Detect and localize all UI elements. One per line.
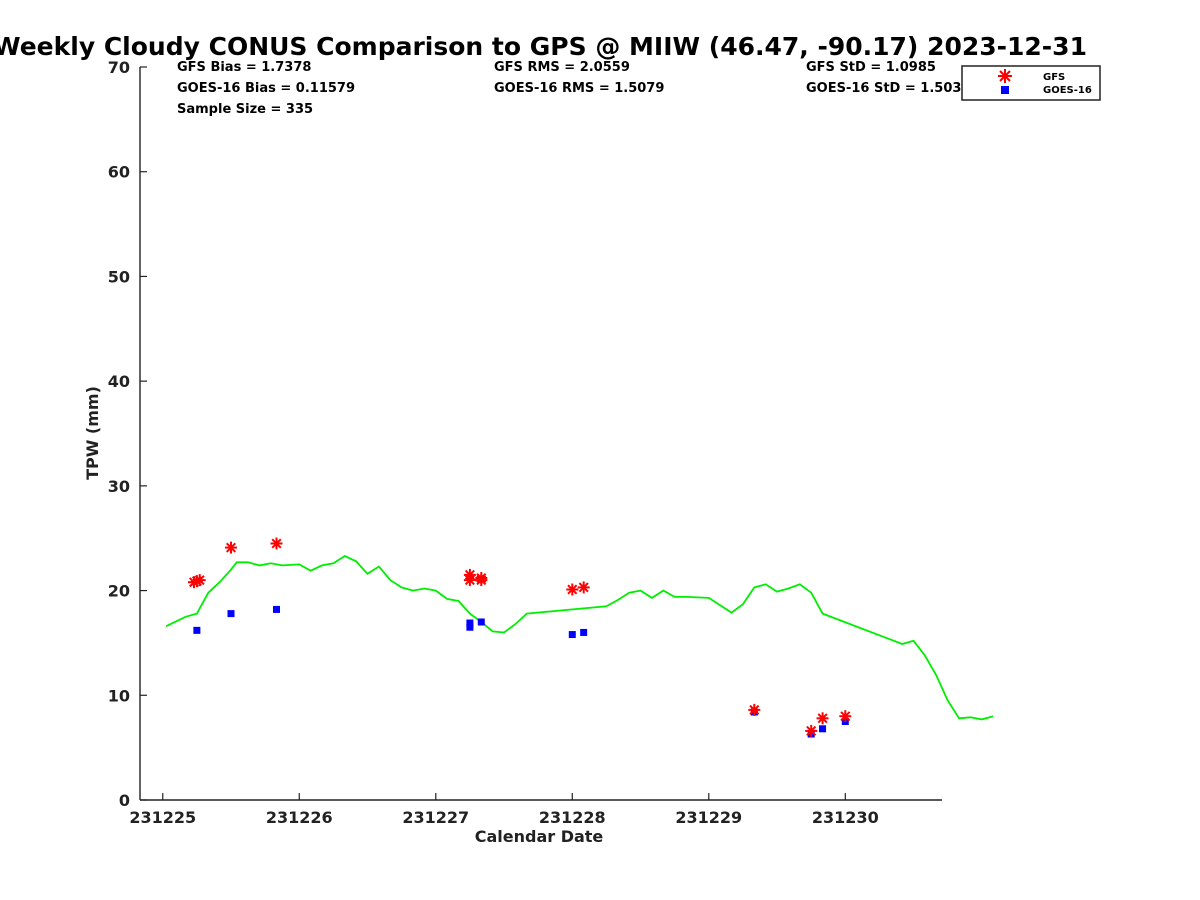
goes-point [819,725,827,733]
x-ticks: 231225 231226 231227 231228 231229 231230 [129,793,879,827]
gfs-std-stat: GFS StD = 1.0985 [806,60,936,75]
x-tick-label: 231228 [539,808,606,827]
legend-gfs-marker [998,69,1012,83]
goes-point [227,610,235,618]
gfs-point [188,576,200,589]
goes-point [477,618,485,626]
y-ticks: 0 10 20 30 40 50 60 70 [108,58,147,810]
goes-point [273,605,281,613]
gfs-point [475,574,488,587]
x-tick-label: 231230 [812,808,879,827]
legend-goes-label: GOES-16 [1043,85,1092,96]
gfs-point [816,712,829,725]
gfs-point [463,574,476,587]
legend: GFS GOES-16 [961,65,1101,101]
x-tick-label: 231229 [675,808,742,827]
legend-box [961,65,1101,101]
y-tick-label: 0 [119,791,130,810]
goes-point [580,628,588,636]
x-tick-label: 231225 [129,808,196,827]
gfs-point [225,541,237,554]
gps-tpw-line [165,554,994,721]
goes-point [568,631,576,639]
stats-block: GFS Bias = 1.7378 GOES-16 Bias = 0.11579… [177,60,970,117]
goes-std-stat: GOES-16 StD = 1.5034 [806,81,970,96]
y-tick-label: 30 [108,477,130,496]
x-axis-label: Calendar Date [475,827,604,846]
sample-size-stat: Sample Size = 335 [177,102,313,117]
axes [139,67,942,801]
x-tick-label: 231227 [402,808,469,827]
y-axis-label: TPW (mm) [83,386,102,480]
goes-point [193,626,201,634]
y-tick-label: 40 [108,372,130,391]
x-tick-label: 231226 [266,808,333,827]
gps-line-layer [165,554,994,721]
gfs-point [839,710,852,723]
gfs-point [748,703,761,716]
y-tick-label: 10 [108,686,130,705]
gfs-point [577,581,590,594]
legend-gfs-label: GFS [1043,72,1065,83]
y-tick-label: 70 [108,58,130,77]
goes-bias-stat: GOES-16 Bias = 0.11579 [177,81,355,96]
gfs-point [566,583,579,596]
gfs-bias-stat: GFS Bias = 1.7378 [177,60,311,75]
legend-goes-marker [1001,86,1009,94]
chart-title: Weekly Cloudy CONUS Comparison to GPS @ … [0,32,1087,61]
goes-point [466,623,474,631]
gfs-point [805,724,818,737]
goes-point [466,619,474,627]
y-tick-label: 50 [108,267,130,286]
gfs-rms-stat: GFS RMS = 2.0559 [494,60,630,75]
goes-marker-layer [193,605,849,738]
gfs-point [270,537,283,550]
goes-rms-stat: GOES-16 RMS = 1.5079 [494,81,664,96]
gfs-marker-layer [188,537,852,737]
y-tick-label: 20 [108,582,130,601]
y-tick-label: 60 [108,163,130,182]
